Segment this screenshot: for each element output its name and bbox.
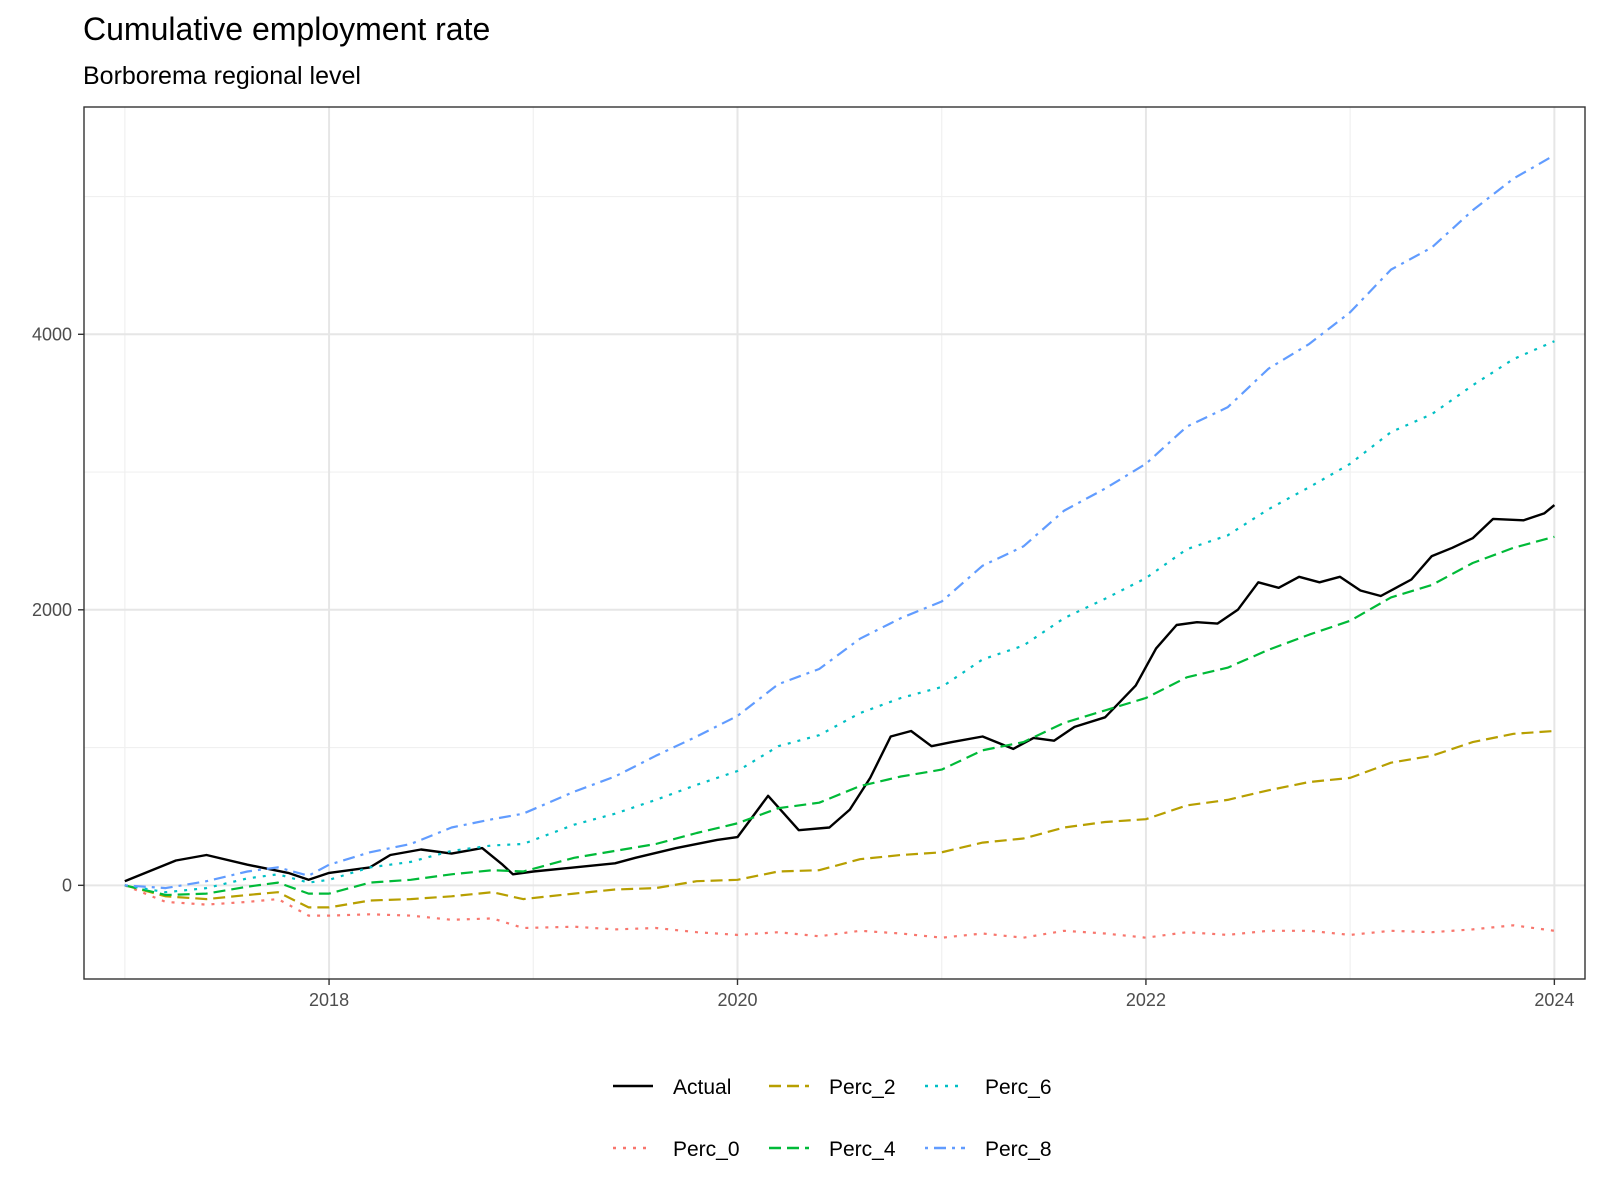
legend-item-actual: Actual — [613, 1076, 731, 1099]
chart-subtitle: Borborema regional level — [83, 62, 361, 90]
x-tick-label: 2024 — [1534, 990, 1574, 1010]
legend-label: Perc_2 — [829, 1076, 896, 1099]
legend: Actual Perc_2 Perc_6 Perc_0 Perc_4 Perc_8 — [613, 1076, 1052, 1161]
legend-item-perc-4: Perc_4 — [769, 1138, 896, 1161]
plot-border — [83, 106, 1586, 980]
series-line-perc-6 — [124, 340, 1555, 894]
legend-label: Perc_0 — [673, 1138, 740, 1161]
x-tick-label: 2020 — [717, 990, 757, 1010]
legend-label: Actual — [673, 1076, 731, 1099]
y-tick-label: 0 — [62, 875, 72, 895]
series-line-actual — [124, 504, 1556, 883]
y-tick-label: 4000 — [32, 324, 72, 344]
y-axis: 0 2000 4000 — [32, 324, 84, 895]
chart-title: Cumulative employment rate — [83, 11, 490, 47]
legend-label: Perc_6 — [985, 1076, 1052, 1099]
legend-item-perc-2: Perc_2 — [769, 1076, 896, 1099]
series-line-perc-4 — [124, 535, 1555, 897]
plot-background — [84, 107, 1585, 979]
series-line-perc-2 — [124, 729, 1555, 909]
x-axis: 2018 2020 2022 2024 — [309, 979, 1574, 1010]
legend-label: Perc_8 — [985, 1138, 1052, 1161]
x-tick-label: 2022 — [1126, 990, 1166, 1010]
legend-label: Perc_4 — [829, 1138, 896, 1161]
plot-area — [83, 106, 1586, 980]
legend-item-perc-0: Perc_0 — [613, 1138, 740, 1161]
series-line-perc-8 — [124, 154, 1555, 890]
x-tick-label: 2018 — [309, 990, 349, 1010]
y-tick-label: 2000 — [32, 600, 72, 620]
legend-item-perc-6: Perc_6 — [925, 1076, 1052, 1099]
series-line-perc-0 — [124, 884, 1555, 939]
legend-item-perc-8: Perc_8 — [925, 1138, 1052, 1161]
